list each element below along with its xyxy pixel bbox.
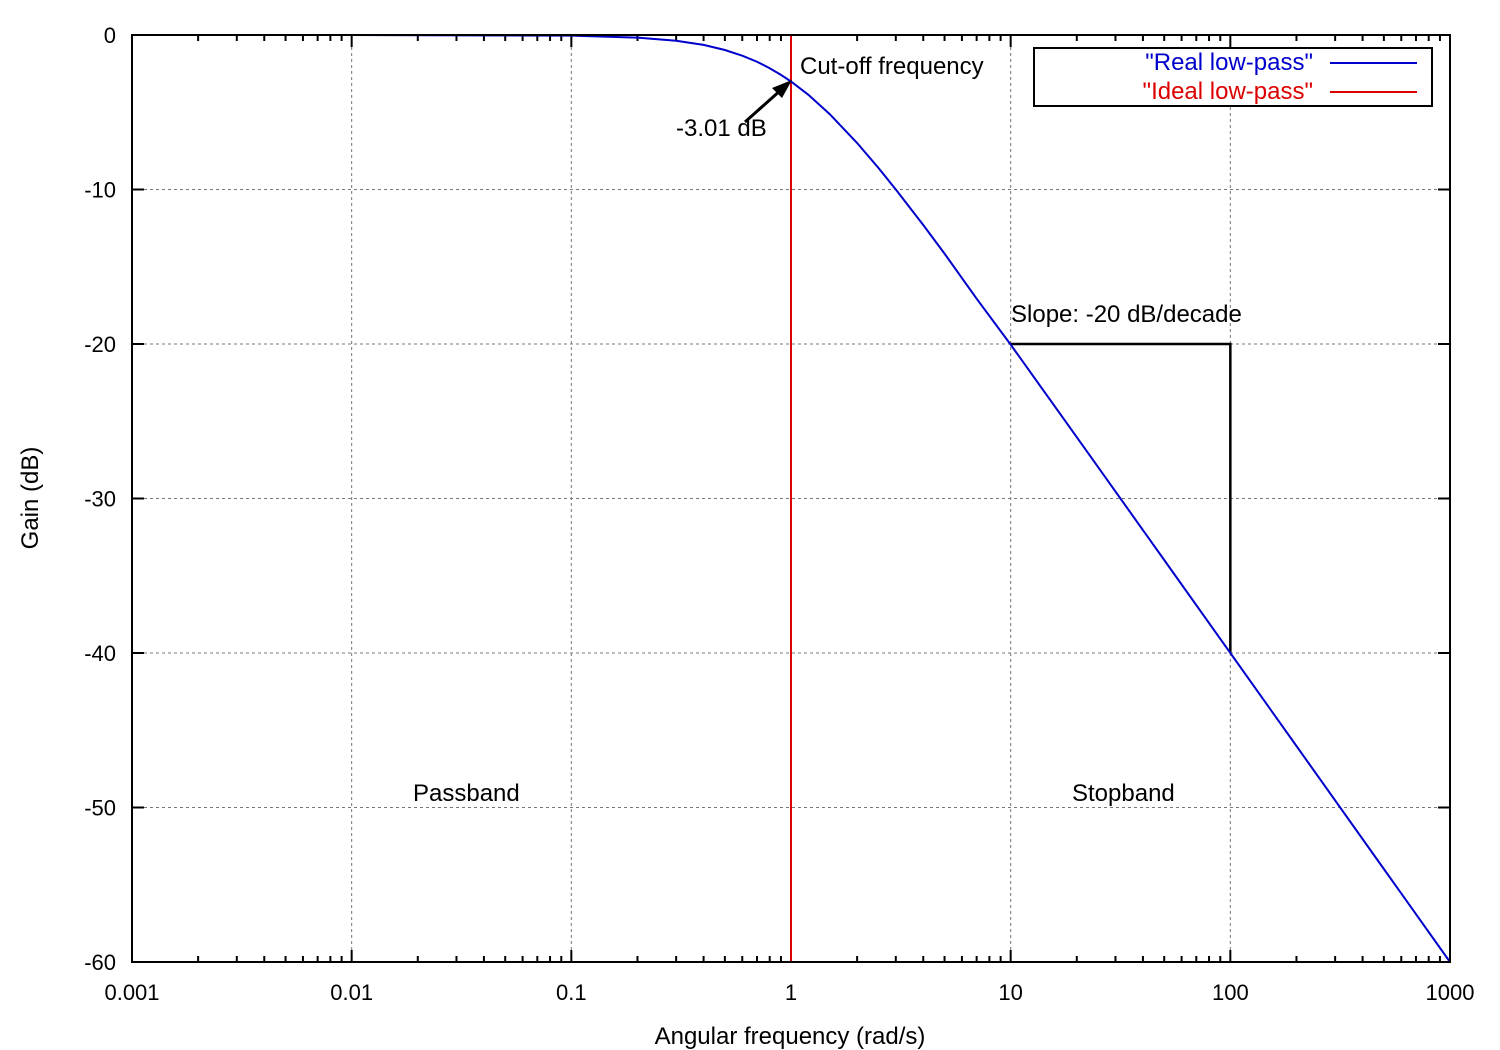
stopband-label: Stopband	[1072, 780, 1175, 807]
slope-annotation: Slope: -20 dB/decade	[1011, 301, 1242, 328]
x-tick-label: 0.01	[330, 980, 373, 1005]
slope-box	[1010, 342, 1232, 653]
series-lines	[132, 34, 1451, 963]
x-tick-label: 10	[998, 980, 1022, 1005]
y-tick-label: -10	[84, 178, 116, 203]
series-line-0	[132, 34, 1451, 963]
passband-label: Passband	[413, 780, 520, 807]
x-tick-label: 100	[1212, 980, 1249, 1005]
series-line-1	[132, 34, 1450, 963]
y-axis-label: Gain (dB)	[17, 447, 44, 550]
x-tick-label: 0.1	[556, 980, 587, 1005]
y-tick-label: -30	[84, 487, 116, 512]
y-tick-label: -40	[84, 641, 116, 666]
x-tick-label: 0.001	[104, 980, 159, 1005]
x-tick-label: 1	[785, 980, 797, 1005]
legend-box	[1033, 47, 1433, 107]
x-axis-label: Angular frequency (rad/s)	[655, 1023, 926, 1050]
db3-arrow	[744, 80, 792, 124]
legend: "Real low-pass" "Ideal low-pass"	[1033, 47, 1433, 107]
y-tick-label: 0	[104, 23, 116, 48]
legend-entry-ideal: "Ideal low-pass"	[1143, 78, 1313, 105]
db3-annotation: -3.01 dB	[676, 115, 767, 142]
y-tick-label: -60	[84, 950, 116, 975]
legend-entry-real: "Real low-pass"	[1145, 49, 1313, 76]
cutoff-annotation: Cut-off frequency	[800, 53, 984, 80]
plot-frame	[131, 34, 1451, 963]
y-tick-label: -50	[84, 796, 116, 821]
x-tick-label: 1000	[1426, 980, 1475, 1005]
slope-box-line	[1010, 342, 1232, 653]
y-tick-label: -20	[84, 332, 116, 357]
tick-labels: 0.001 0.01 0.1 1 10 100 1000 0 -10 -20 -30 -40 -50 -6…	[84, 23, 1474, 1005]
